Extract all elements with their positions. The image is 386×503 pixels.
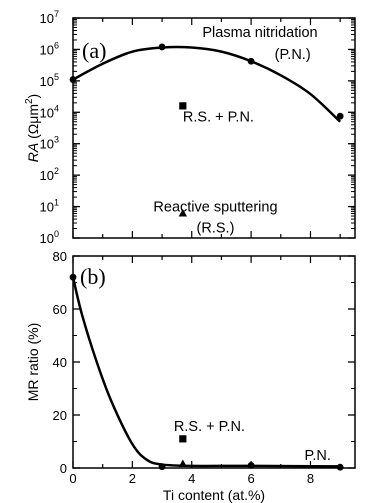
panel-a-chart: 100 101 102 103 104 105 106 107 Plasma nitridat… — [24, 9, 356, 246]
panel-b-x-tick-label: 0 — [69, 471, 76, 486]
panel-b-point-plasma-nitridation-p-n — [69, 273, 77, 281]
panel-a-y-tick-label: 103 — [40, 135, 59, 152]
panel-b-x-tick-label: 8 — [307, 471, 314, 486]
panel-a-y-tick-labels: 100 101 102 103 104 105 106 107 — [40, 9, 59, 246]
panel-b-y-tick-labels: 0 20 40 60 80 — [53, 249, 67, 476]
panel-a-point-plasma-nitridation-p-n — [69, 76, 77, 83]
panel-b-label: (b) — [80, 264, 106, 289]
panel-b-point-r-s-p-n — [179, 435, 187, 443]
panel-b-x-tick-label: 4 — [188, 471, 195, 486]
panel-a-y-tick-label: 104 — [40, 103, 59, 120]
panel-a-y-tick-label: 100 — [40, 229, 59, 246]
panel-a-y-tick-label: 107 — [40, 9, 59, 26]
panel-b-annotation: P.N. — [305, 448, 331, 464]
panel-b-y-tick-label: 80 — [53, 249, 67, 264]
panel-a-points — [69, 43, 344, 217]
panel-a-label: (a) — [82, 38, 106, 63]
panel-a-point-reactive-sputtering-r-s — [178, 209, 188, 217]
panel-b-chart: 0 20 40 60 80 0 2 4 6 8 R.S. + P.N. P.N. (b) MR r… — [25, 249, 356, 503]
panel-a-point-r-s-p-n — [179, 102, 187, 110]
panel-b-x-axis-label: Ti content (at.%) — [163, 487, 265, 503]
panel-a-annotation: (R.S.) — [197, 220, 235, 236]
panel-a-y-tick-label: 101 — [40, 198, 59, 215]
panel-b-annotation: R.S. + P.N. — [174, 419, 245, 435]
panel-b-points — [69, 273, 344, 471]
panel-a-point-plasma-nitridation-p-n — [158, 43, 166, 51]
panel-b-point-plasma-nitridation-p-n — [247, 461, 255, 469]
panel-a-y-label-sup: 2 — [24, 98, 35, 104]
panel-a-y-tick-label: 102 — [40, 166, 59, 183]
panel-a-annotations: Plasma nitridation (P.N.) R.S. + P.N. React… — [153, 25, 317, 237]
panel-b-y-tick-label: 60 — [53, 302, 67, 317]
panel-a-point-plasma-nitridation-p-n — [336, 112, 344, 120]
panel-a-annotation: R.S. + P.N. — [183, 110, 254, 126]
panel-b-x-tick-label: 2 — [129, 471, 136, 486]
panel-b-annotations: R.S. + P.N. P.N. — [174, 419, 331, 464]
panel-b-y-tick-label: 20 — [53, 408, 67, 423]
panel-a-y-tick-label: 105 — [40, 72, 59, 89]
panel-b-y-axis-label: MR ratio (%) — [25, 323, 41, 402]
panel-b-frame — [72, 255, 356, 469]
panel-a-frame — [72, 17, 356, 239]
panel-a-annotation: Plasma nitridation — [202, 25, 317, 41]
panel-b-y-tick-label: 40 — [53, 355, 67, 370]
panel-a-y-label-italic: RA — [25, 143, 41, 162]
panel-a-y-label-rest: (Ωμm — [25, 104, 41, 143]
panel-b-point-plasma-nitridation-p-n — [336, 463, 344, 471]
panel-a-annotation: Reactive sputtering — [153, 199, 277, 215]
panel-a-y-label-close: ) — [25, 94, 41, 99]
panel-b-point-plasma-nitridation-p-n — [158, 463, 166, 471]
panel-a-fit-curve — [72, 45, 342, 123]
panel-a-annotation: (P.N.) — [275, 47, 311, 63]
panel-a-point-plasma-nitridation-p-n — [247, 57, 255, 65]
panel-b-point-reactive-sputtering-r-s — [178, 459, 188, 468]
panel-b-fit-curve — [71, 276, 341, 468]
panel-a-y-axis-label: RA (Ωμm2) — [24, 94, 41, 162]
panel-a-y-tick-label: 106 — [40, 40, 59, 57]
panel-b-x-tick-labels: 0 2 4 6 8 — [69, 471, 314, 486]
panel-b-y-tick-label: 0 — [60, 461, 67, 476]
panel-b-x-tick-label: 6 — [247, 471, 254, 486]
panel-a-ticks — [72, 17, 355, 239]
panel-b-ticks — [72, 255, 355, 469]
